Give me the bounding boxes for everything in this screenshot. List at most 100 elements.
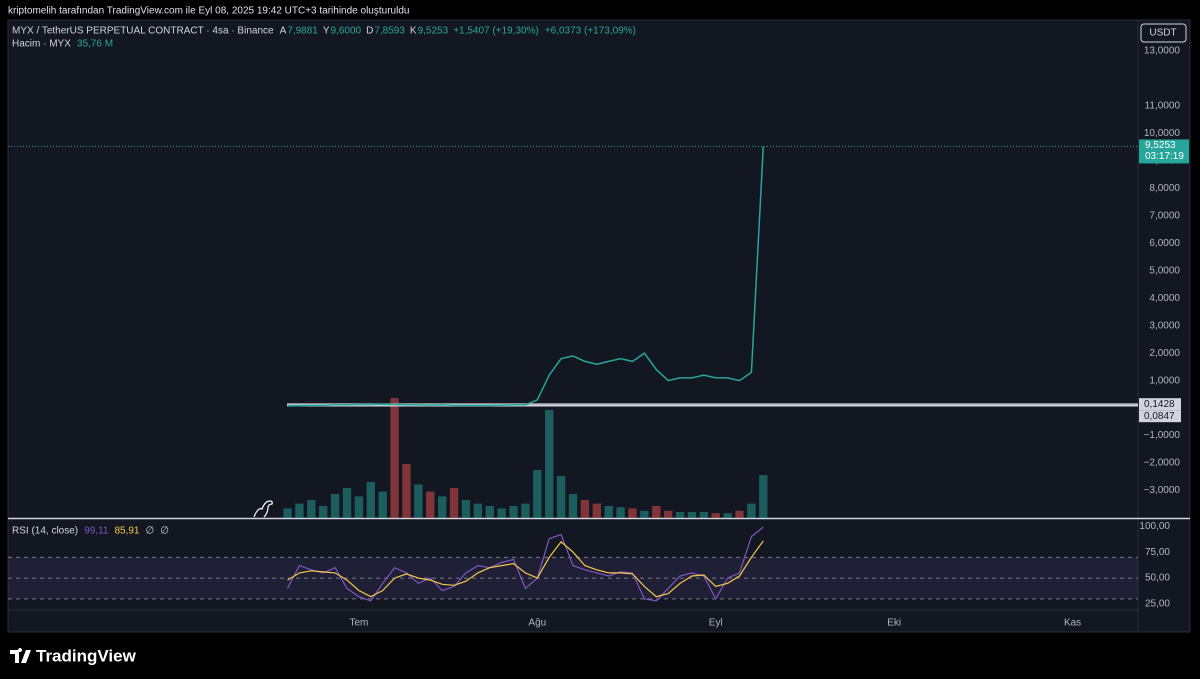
y-tick-label: 7,0000 bbox=[1149, 210, 1180, 221]
y-tick-label: 2,0000 bbox=[1149, 348, 1180, 359]
volume-bar bbox=[747, 503, 756, 518]
y-tick-label: 1,0000 bbox=[1149, 375, 1180, 386]
volume-bar bbox=[663, 510, 673, 518]
volume-bar bbox=[461, 500, 471, 518]
x-tick-label: Tem bbox=[349, 618, 368, 629]
volume-bar bbox=[592, 503, 601, 518]
volume-title: Hacim · MYX bbox=[12, 39, 71, 50]
ohlc-value: 9,5253 bbox=[418, 26, 449, 37]
volume-bar bbox=[545, 410, 554, 518]
y-tick-label: 50,00 bbox=[1145, 573, 1170, 584]
brand-name: TradingView bbox=[36, 646, 137, 665]
volume-bar bbox=[723, 513, 732, 518]
ohlc-value: 9,6000 bbox=[331, 26, 362, 37]
volume-bar bbox=[699, 512, 709, 518]
volume-bar bbox=[449, 488, 459, 518]
rsi-extra: ∅ bbox=[145, 526, 154, 537]
ohlc-value: 7,8593 bbox=[374, 26, 405, 37]
x-tick-label: Ağu bbox=[528, 618, 546, 629]
volume-bar bbox=[378, 491, 387, 518]
mascot-icon bbox=[253, 500, 273, 518]
y-tick-label: 13,0000 bbox=[1144, 46, 1181, 57]
rsi-line bbox=[286, 526, 764, 602]
ohlc-key: D bbox=[366, 26, 373, 37]
volume-bar bbox=[485, 506, 494, 518]
currency: USDT bbox=[1149, 28, 1176, 39]
y-tick-label: −3,0000 bbox=[1144, 485, 1181, 496]
price-line-tag bbox=[1139, 398, 1181, 411]
volume-bar bbox=[735, 510, 744, 518]
rsi-value: 85,91 bbox=[114, 526, 139, 537]
volume-bar bbox=[283, 508, 292, 518]
volume-bar bbox=[319, 506, 328, 518]
y-tick-label: 3,0000 bbox=[1149, 320, 1180, 331]
volume-bar bbox=[580, 500, 590, 518]
volume-bar bbox=[759, 475, 768, 518]
volume-bar bbox=[307, 500, 316, 518]
volume-bar bbox=[628, 508, 637, 518]
volume-bar bbox=[711, 513, 720, 518]
ohlc-key: K bbox=[410, 26, 417, 37]
x-tick-label: Eyl bbox=[709, 618, 723, 629]
volume-bar bbox=[390, 398, 399, 518]
volume-bar bbox=[509, 506, 518, 518]
volume-bar bbox=[556, 476, 566, 518]
volume-bar bbox=[354, 496, 364, 518]
volume-bar bbox=[497, 508, 506, 518]
volume-value: 35,76 M bbox=[77, 39, 113, 50]
volume-bar bbox=[295, 503, 304, 518]
y-tick-label: 100,00 bbox=[1139, 521, 1170, 532]
change: +1,5407 (+19,30%) bbox=[453, 26, 539, 37]
symbol: MYX / TetherUS PERPETUAL CONTRACT · 4sa … bbox=[12, 26, 274, 37]
volume-bar bbox=[568, 494, 578, 518]
price-line-series bbox=[287, 146, 765, 407]
volume-bar bbox=[473, 503, 483, 518]
volume-bar bbox=[426, 491, 435, 518]
volume-bar bbox=[675, 512, 685, 518]
volume-bar bbox=[342, 488, 352, 518]
ohlc-value: 7,9881 bbox=[287, 26, 318, 37]
price-line-label: 0,0847 bbox=[1144, 411, 1175, 422]
price-line-label: 0,1428 bbox=[1144, 399, 1175, 410]
rsi-extra: ∅ bbox=[160, 526, 169, 537]
volume-bar bbox=[437, 496, 447, 518]
chart-panel bbox=[7, 19, 1191, 633]
y-tick-label: 10,0000 bbox=[1144, 128, 1181, 139]
volume-bar bbox=[604, 506, 613, 518]
volume-bar bbox=[640, 510, 649, 518]
volume-bar bbox=[533, 470, 542, 518]
countdown: 03:17:19 bbox=[1145, 151, 1184, 162]
y-tick-label: −2,0000 bbox=[1144, 458, 1181, 469]
volume-bar bbox=[652, 506, 661, 518]
ohlc-key: A bbox=[280, 26, 287, 37]
rsi-value: 99,11 bbox=[84, 526, 109, 537]
y-tick-label: 6,0000 bbox=[1149, 238, 1180, 249]
brand: TradingView bbox=[10, 646, 137, 665]
x-tick-label: Kas bbox=[1064, 618, 1081, 629]
volume-bar bbox=[366, 482, 375, 518]
currency-box bbox=[1140, 23, 1187, 43]
volume-bar bbox=[687, 512, 697, 518]
credit: kriptomelih tarafından TradingView.com i… bbox=[8, 6, 409, 17]
volume-bar bbox=[402, 464, 411, 518]
volume-bar bbox=[521, 503, 530, 518]
ohlc-key: Y bbox=[323, 26, 330, 37]
y-tick-label: 4,0000 bbox=[1149, 293, 1180, 304]
volume-bar bbox=[616, 507, 625, 518]
volume-bar bbox=[414, 484, 423, 518]
rsi-line bbox=[287, 540, 764, 598]
price-line-tag bbox=[1139, 410, 1181, 423]
y-tick-label: 5,0000 bbox=[1149, 265, 1180, 276]
brand-logo bbox=[10, 648, 31, 663]
y-tick-label: 25,00 bbox=[1145, 599, 1170, 610]
change-total: +6,0373 (+173,09%) bbox=[545, 26, 636, 37]
last-price-tag bbox=[1139, 139, 1189, 164]
y-tick-label: 11,0000 bbox=[1145, 101, 1181, 112]
x-tick-label: Eki bbox=[887, 618, 901, 629]
volume-bar bbox=[330, 494, 340, 518]
y-tick-label: 8,0000 bbox=[1149, 183, 1180, 194]
y-tick-label: −1,0000 bbox=[1144, 430, 1181, 441]
rsi-title: RSI (14, close) bbox=[12, 526, 78, 537]
